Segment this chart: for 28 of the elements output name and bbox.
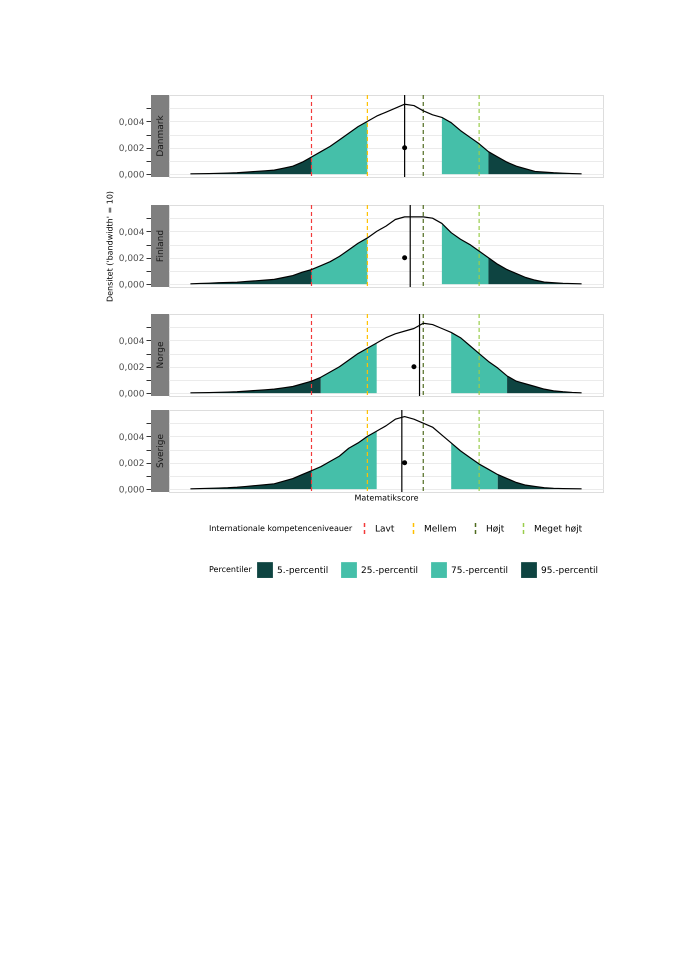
text: Meget højt xyxy=(534,524,582,535)
y-tick-label: 0,002 xyxy=(118,459,144,470)
legend-label: 95.-percentil xyxy=(541,566,598,576)
text: Finland xyxy=(156,230,166,262)
y-tick-label: 0,000 xyxy=(118,486,145,496)
y-tick-label: 0,002 xyxy=(118,144,144,154)
y-tick-label: 0,000 xyxy=(118,280,145,291)
y-tick-label: 0,000 xyxy=(118,170,145,181)
y-tick-label: 0,002 xyxy=(118,254,144,264)
y-tick-label: 0,004 xyxy=(118,432,145,443)
text: Norge xyxy=(156,341,166,369)
text: Højt xyxy=(486,524,504,535)
text: Lavt xyxy=(375,524,394,535)
y-tick-label: 0,000 xyxy=(118,390,145,400)
text: Internationale kompetenceniveauer xyxy=(209,524,353,533)
text: Sverige xyxy=(156,434,166,468)
y-tick-label: 0,004 xyxy=(118,336,145,347)
text: Mellem xyxy=(424,524,457,535)
y-axis-title: Densitet ('bandwidth' = 10) xyxy=(106,190,115,302)
text: Danmark xyxy=(156,114,166,157)
legend-label: 5.-percentil xyxy=(277,566,328,576)
legend-title: Percentiler xyxy=(209,565,252,574)
x-axis-title: Matematikscore xyxy=(354,494,419,502)
y-tick-label: 0,002 xyxy=(118,363,144,374)
y-tick-label: 0,004 xyxy=(118,228,145,238)
legend-label: 25.-percentil xyxy=(361,566,418,576)
legend-label: 75.-percentil xyxy=(451,566,508,576)
y-tick-label: 0,004 xyxy=(118,118,145,128)
